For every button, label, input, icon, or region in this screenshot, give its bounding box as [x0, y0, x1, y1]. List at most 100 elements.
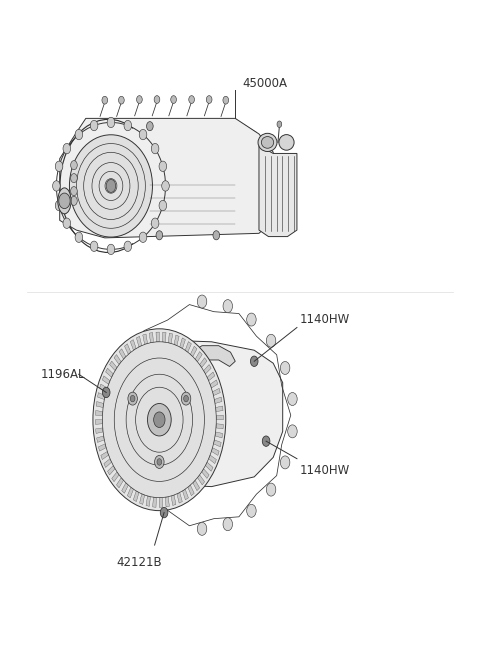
Polygon shape — [168, 333, 173, 343]
Circle shape — [213, 231, 219, 240]
Circle shape — [262, 436, 270, 446]
Polygon shape — [153, 497, 156, 507]
Circle shape — [155, 455, 164, 468]
Circle shape — [247, 504, 256, 517]
Polygon shape — [211, 447, 219, 455]
Polygon shape — [127, 487, 133, 498]
Circle shape — [160, 508, 168, 518]
Polygon shape — [124, 341, 283, 487]
Polygon shape — [114, 354, 121, 365]
Polygon shape — [216, 415, 223, 420]
Polygon shape — [205, 462, 213, 471]
Polygon shape — [96, 411, 103, 416]
Circle shape — [139, 130, 147, 140]
Circle shape — [266, 334, 276, 347]
Polygon shape — [162, 332, 166, 342]
Polygon shape — [165, 496, 169, 507]
Polygon shape — [204, 365, 211, 374]
Polygon shape — [99, 384, 108, 392]
Polygon shape — [191, 346, 197, 357]
Polygon shape — [177, 493, 182, 503]
Circle shape — [124, 241, 132, 252]
Ellipse shape — [261, 136, 274, 148]
Circle shape — [184, 396, 189, 402]
Ellipse shape — [58, 188, 71, 214]
Polygon shape — [102, 376, 110, 384]
Polygon shape — [60, 119, 273, 238]
Polygon shape — [259, 145, 297, 236]
Circle shape — [63, 143, 71, 154]
Circle shape — [90, 241, 98, 252]
Circle shape — [71, 174, 77, 183]
Circle shape — [124, 121, 132, 131]
Polygon shape — [180, 338, 185, 348]
Circle shape — [107, 117, 115, 128]
Circle shape — [71, 196, 77, 206]
Circle shape — [162, 181, 169, 191]
Text: 1140HW: 1140HW — [300, 464, 349, 477]
Polygon shape — [106, 368, 113, 377]
Polygon shape — [174, 335, 179, 346]
Polygon shape — [86, 121, 254, 133]
Circle shape — [137, 96, 142, 103]
Circle shape — [106, 179, 116, 193]
Polygon shape — [96, 420, 103, 424]
Circle shape — [75, 232, 83, 242]
Polygon shape — [210, 380, 218, 388]
Circle shape — [55, 200, 63, 211]
Circle shape — [93, 329, 226, 511]
Polygon shape — [97, 392, 105, 400]
Circle shape — [251, 356, 258, 366]
Polygon shape — [112, 472, 119, 481]
Polygon shape — [183, 381, 202, 404]
Circle shape — [156, 231, 163, 240]
Polygon shape — [143, 334, 147, 345]
Circle shape — [171, 96, 177, 103]
Circle shape — [59, 193, 70, 209]
Polygon shape — [96, 428, 103, 434]
Polygon shape — [109, 361, 117, 371]
Polygon shape — [124, 344, 131, 354]
Circle shape — [130, 396, 135, 402]
Polygon shape — [200, 358, 207, 367]
Circle shape — [63, 218, 71, 229]
Circle shape — [107, 244, 115, 255]
Polygon shape — [216, 406, 223, 411]
Text: 1140HW: 1140HW — [300, 312, 349, 326]
Circle shape — [197, 522, 207, 535]
Circle shape — [119, 96, 124, 104]
Circle shape — [102, 387, 110, 398]
Text: 45000A: 45000A — [242, 77, 288, 90]
Polygon shape — [86, 215, 254, 223]
Circle shape — [159, 161, 167, 172]
Circle shape — [71, 160, 77, 170]
Polygon shape — [149, 333, 154, 343]
Circle shape — [154, 96, 160, 103]
Polygon shape — [195, 352, 202, 362]
Polygon shape — [207, 372, 215, 381]
Polygon shape — [213, 388, 220, 396]
Circle shape — [223, 299, 232, 312]
Circle shape — [277, 121, 282, 128]
Polygon shape — [117, 477, 123, 488]
Ellipse shape — [70, 135, 153, 237]
Polygon shape — [119, 349, 126, 359]
Polygon shape — [136, 336, 142, 347]
Polygon shape — [185, 342, 192, 352]
Polygon shape — [216, 424, 223, 429]
Circle shape — [266, 483, 276, 496]
Text: 42121B: 42121B — [117, 556, 162, 569]
Polygon shape — [197, 475, 204, 485]
Circle shape — [247, 313, 256, 326]
Polygon shape — [156, 332, 159, 342]
Polygon shape — [193, 480, 200, 491]
Circle shape — [151, 143, 159, 154]
Circle shape — [75, 130, 83, 140]
Polygon shape — [192, 346, 235, 366]
Circle shape — [288, 392, 297, 405]
Circle shape — [159, 200, 167, 211]
Circle shape — [280, 456, 290, 469]
Polygon shape — [215, 397, 222, 403]
Polygon shape — [101, 451, 108, 460]
Polygon shape — [122, 483, 128, 493]
